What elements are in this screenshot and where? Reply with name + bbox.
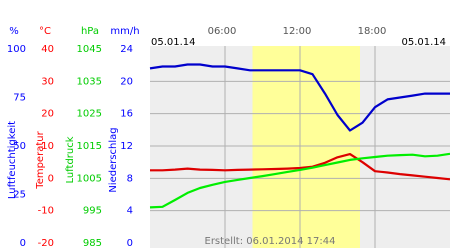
y-tick-label: 24 (120, 44, 133, 55)
y-tick-label: 985 (83, 238, 102, 249)
y-tick-label: 1015 (77, 141, 102, 152)
x-tick-label: 12:00 (283, 26, 312, 37)
y-tick-label: 1005 (77, 173, 102, 184)
y-tick-label: 8 (127, 173, 133, 184)
y-tick-label: 75 (13, 93, 26, 104)
footer: Erstellt: 06.01.2014 17:44 (205, 236, 336, 247)
y-tick-label: 1035 (77, 76, 102, 87)
y-tick-label: 0 (20, 238, 26, 249)
data-line (150, 153, 450, 181)
y-tick-label: 1045 (77, 44, 102, 55)
y-tick-label: 25 (13, 190, 26, 201)
y-tick-label: -10 (38, 206, 54, 217)
data-line (149, 152, 450, 209)
y-tick-label: 1025 (77, 109, 102, 120)
y-tick-label: 20 (120, 76, 133, 87)
y-tick-label: 4 (127, 206, 133, 217)
plot (149, 46, 450, 248)
axis-unit: % (9, 26, 19, 37)
y-tick-label: 30 (41, 76, 54, 87)
axis-unit: °C (39, 26, 51, 37)
axis-title: Temperatur (35, 130, 46, 189)
y-tick-label: 16 (120, 109, 133, 120)
y-tick-label: 0 (48, 173, 54, 184)
axis-unit: mm/h (110, 26, 139, 37)
y-tick-label: 100 (7, 44, 26, 55)
date-left: 05.01.14 (151, 37, 196, 48)
y-tick-label: 50 (13, 141, 26, 152)
axis-title: Niederschlag (108, 127, 119, 192)
y-tick-label: 995 (83, 206, 102, 217)
x-tick-label: 18:00 (358, 26, 387, 37)
data-line (149, 63, 450, 132)
y-tick-label: 40 (41, 44, 54, 55)
date-right: 05.01.14 (401, 37, 446, 48)
x-tick-label: 06:00 (208, 26, 237, 37)
y-tick-label: 0 (127, 238, 133, 249)
y-tick-label: 10 (41, 141, 54, 152)
y-tick-label: 20 (41, 109, 54, 120)
axis-title: Luftdruck (65, 136, 76, 183)
axis-unit: hPa (81, 26, 99, 37)
y-tick-label: 12 (120, 141, 133, 152)
axis-title: Luftfeuchtigkeit (7, 121, 18, 199)
y-tick-label: -20 (38, 238, 54, 249)
daylight (252, 46, 360, 248)
